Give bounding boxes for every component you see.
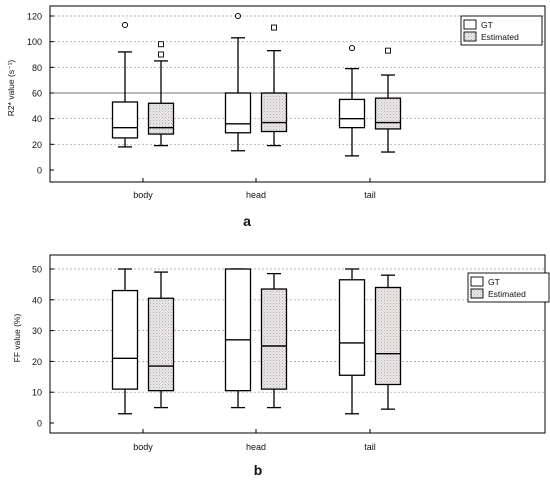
chart-panel-b: 0 10 20 30 40 50 FF value (%) body head tail GT Est… bbox=[12, 254, 550, 478]
y-tick-label: 120 bbox=[27, 12, 42, 22]
panel-label: b bbox=[254, 462, 263, 478]
legend-label-gt: GT bbox=[488, 277, 500, 287]
outlier-estimated-head bbox=[271, 24, 277, 31]
legend-swatch-gt bbox=[470, 276, 484, 287]
legend: GT Estimated bbox=[460, 15, 543, 46]
box-estimated-body bbox=[147, 297, 175, 392]
y-tick-label: 20 bbox=[32, 357, 42, 367]
y-tick-label: 40 bbox=[32, 114, 42, 124]
y-tick-label: 100 bbox=[27, 37, 42, 47]
plot-frame bbox=[49, 5, 546, 183]
y-tick-label: 0 bbox=[37, 419, 42, 429]
y-tick-label: 50 bbox=[32, 265, 42, 275]
y-tick-label: 10 bbox=[32, 388, 42, 398]
y-tick-label: 60 bbox=[32, 89, 42, 99]
box-gt-head bbox=[224, 92, 252, 134]
outlier-gt-tail bbox=[348, 45, 356, 52]
x-tick-label: head bbox=[246, 190, 266, 200]
box-gt-tail bbox=[338, 279, 366, 376]
box-gt-body bbox=[111, 289, 139, 390]
panel-label: a bbox=[243, 213, 251, 229]
legend-swatch-estimated bbox=[470, 288, 484, 299]
x-tick-label: body bbox=[133, 442, 153, 452]
box-gt-body bbox=[111, 101, 139, 139]
y-axis-label: R2* value (s⁻¹) bbox=[6, 60, 16, 117]
y-tick-label: 30 bbox=[32, 326, 42, 336]
legend: GT Estimated bbox=[467, 272, 550, 303]
legend-label-estimated: Estimated bbox=[481, 32, 519, 42]
legend-swatch-gt bbox=[463, 19, 477, 30]
chart-panel-a: 0 20 40 60 80 100 120 R2* value (s⁻¹) body head ta… bbox=[6, 5, 546, 229]
x-tick-label: body bbox=[133, 190, 153, 200]
outlier-estimated-tail bbox=[385, 47, 391, 54]
y-axis-label: FF value (%) bbox=[12, 314, 22, 363]
outlier-gt-body bbox=[121, 21, 129, 29]
box-estimated-tail bbox=[374, 286, 402, 386]
box-estimated-head bbox=[260, 288, 288, 390]
box-gt-head bbox=[224, 268, 252, 392]
legend-label-gt: GT bbox=[481, 20, 493, 30]
plot-frame bbox=[49, 254, 546, 434]
outlier-gt-head bbox=[234, 12, 242, 20]
box-estimated-body bbox=[147, 102, 175, 135]
box-gt-tail bbox=[338, 98, 366, 129]
outlier-estimated-body bbox=[158, 41, 164, 48]
box-estimated-head bbox=[260, 92, 288, 133]
legend-swatch-estimated bbox=[463, 31, 477, 42]
y-tick-label: 80 bbox=[32, 63, 42, 73]
legend-label-estimated: Estimated bbox=[488, 289, 526, 299]
box-estimated-tail bbox=[374, 97, 402, 130]
outlier-estimated-body bbox=[158, 51, 164, 58]
x-tick-label: tail bbox=[364, 190, 376, 200]
x-tick-label: tail bbox=[364, 442, 376, 452]
y-tick-label: 40 bbox=[32, 295, 42, 305]
y-tick-label: 0 bbox=[37, 166, 42, 176]
y-tick-label: 20 bbox=[32, 140, 42, 150]
x-tick-label: head bbox=[246, 442, 266, 452]
